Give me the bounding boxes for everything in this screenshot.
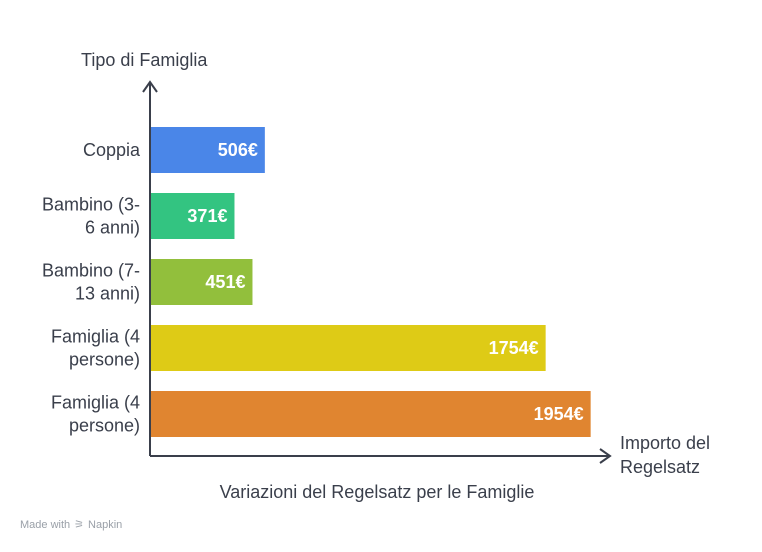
category-label-5-line-1: Famiglia (4 <box>51 393 140 413</box>
category-label-4-line-2: persone) <box>69 350 140 370</box>
category-label-3-line-1: Bambino (7- <box>42 261 140 281</box>
bar-3 <box>151 259 253 305</box>
napkin-logo-icon: ⚞ <box>74 519 85 531</box>
category-label-5: Famiglia (4 persone) <box>51 393 140 436</box>
bar-value-label-1: 506€ <box>218 140 258 160</box>
bar-2 <box>151 193 235 239</box>
category-label-3-line-2: 13 anni) <box>75 284 140 304</box>
bar-value-label-2: 371€ <box>187 206 227 226</box>
category-label-2-line-2: 6 anni) <box>85 218 140 238</box>
made-with-text: Made with <box>20 518 71 531</box>
category-label-1-line-1: Coppia <box>83 140 141 160</box>
category-label-2-line-1: Bambino (3- <box>42 195 140 215</box>
y-axis-title: Tipo di Famiglia <box>81 50 208 70</box>
chart-caption: Variazioni del Regelsatz per le Famiglie <box>220 482 535 502</box>
bar-1 <box>151 127 265 173</box>
bar-value-label-3: 451€ <box>205 272 245 292</box>
bar-value-label-5: 1954€ <box>534 404 584 424</box>
x-axis-title-line-2: Regelsatz <box>620 457 700 477</box>
category-label-4-line-1: Famiglia (4 <box>51 327 140 347</box>
y-axis-arrowhead <box>142 80 158 93</box>
category-label-4: Famiglia (4 persone) <box>51 327 140 370</box>
category-label-1: Coppia <box>83 140 141 160</box>
napkin-brand-text: Napkin <box>88 518 123 531</box>
x-axis-title: Importo del Regelsatz <box>620 433 715 477</box>
bar-5 <box>151 391 591 437</box>
category-label-2: Bambino (3- 6 anni) <box>42 195 140 238</box>
bar-4 <box>151 325 546 371</box>
x-axis-arrowhead <box>599 448 612 464</box>
category-label-3: Bambino (7- 13 anni) <box>42 261 140 304</box>
bar-value-label-4: 1754€ <box>489 338 539 358</box>
x-axis-title-line-1: Importo del <box>620 433 710 453</box>
category-label-5-line-2: persone) <box>69 416 140 436</box>
made-with-napkin-watermark: Made with ⚞ Napkin <box>20 518 123 532</box>
